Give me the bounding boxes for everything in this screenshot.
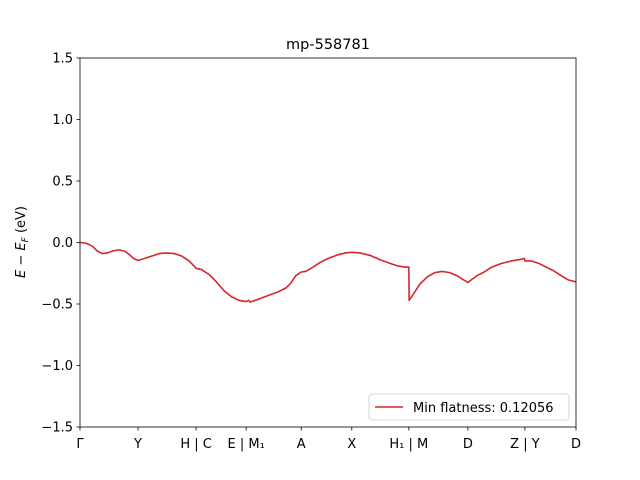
plot-area	[79, 241, 577, 303]
x-tick-label: H | C	[180, 437, 212, 452]
x-tick-label: Z | Y	[510, 437, 540, 452]
band-line-series	[79, 241, 577, 303]
y-tick-label: −0.5	[41, 298, 73, 313]
y-axis: −1.5 −1.0 −0.5 0.0 0.5 1.0 1.5	[41, 52, 80, 436]
x-tick-label: Γ	[76, 437, 84, 452]
legend: Min flatness: 0.12056	[368, 393, 570, 421]
y-tick-label: 0.5	[52, 175, 73, 190]
x-tick-label: E | M₁	[228, 437, 265, 452]
y-tick-label: −1.5	[41, 421, 73, 436]
x-axis: Γ Y H | C E | M₁ A X H₁ | M D Z | Y D	[76, 427, 581, 452]
y-tick-label: 0.0	[52, 236, 73, 251]
y-tick-label: 1.5	[52, 52, 73, 67]
y-axis-label: E − EF (eV)	[14, 206, 31, 278]
legend-entry-label: Min flatness: 0.12056	[413, 401, 554, 416]
x-tick-label: A	[297, 437, 306, 452]
legend-box	[368, 393, 570, 421]
x-tick-label: D	[571, 437, 581, 452]
x-tick-label: X	[347, 437, 356, 452]
x-tick-label: H₁ | M	[389, 437, 428, 452]
chart-title: mp-558781	[286, 37, 370, 53]
x-tick-label: D	[463, 437, 473, 452]
y-tick-label: 1.0	[52, 113, 73, 128]
y-tick-label: −1.0	[41, 359, 73, 374]
x-tick-label: Y	[133, 437, 142, 452]
plot-frame	[79, 57, 577, 428]
